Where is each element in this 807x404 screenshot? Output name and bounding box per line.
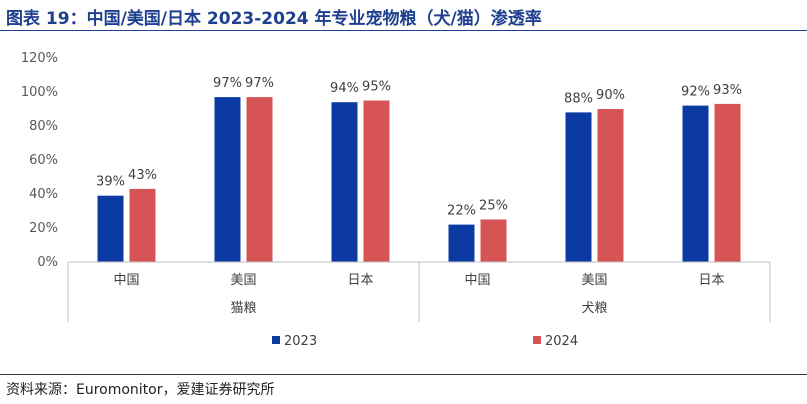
bar-2023-2	[331, 102, 358, 262]
y-tick-label: 20%	[29, 221, 58, 236]
source-note: 资料来源：Euromonitor，爱建证券研究所	[6, 382, 275, 398]
data-label: 92%	[681, 85, 710, 100]
bar-2024-1	[246, 97, 273, 262]
bar-2023-0	[97, 195, 124, 262]
bar-2024-0	[129, 188, 156, 262]
category-label: 日本	[347, 273, 373, 288]
data-label: 88%	[564, 91, 593, 106]
data-labels: 39% 97% 94% 22% 88% 92% 43% 97% 95% 25% 90% 93%	[96, 76, 742, 219]
data-label: 95%	[362, 80, 391, 95]
bar-2024-5	[714, 103, 741, 263]
category-label: 美国	[230, 273, 256, 288]
footer-divider	[0, 374, 807, 375]
data-label: 39%	[96, 175, 125, 190]
legend-swatch	[533, 336, 541, 344]
y-tick-label: 80%	[29, 119, 58, 134]
group-label: 犬粮	[581, 301, 607, 316]
y-tick-label: 60%	[29, 153, 58, 168]
data-label: 90%	[596, 88, 625, 103]
bar-2024-3	[480, 219, 507, 262]
y-tick-label: 0%	[37, 255, 58, 270]
data-label: 25%	[479, 199, 508, 214]
y-tick-label: 40%	[29, 187, 58, 202]
legend-label: 2023	[284, 334, 317, 349]
legend: 2023 2024	[272, 334, 578, 349]
y-tick-label: 120%	[21, 51, 58, 66]
category-label: 中国	[113, 273, 139, 288]
category-label: 日本	[698, 273, 724, 288]
bar-2023-3	[448, 224, 475, 262]
legend-swatch	[272, 336, 280, 344]
group-label: 猫粮	[230, 301, 256, 316]
data-label: 97%	[213, 76, 242, 91]
bar-2023-4	[565, 112, 592, 263]
title-divider	[0, 30, 807, 31]
bar-2024-4	[597, 109, 624, 262]
data-label: 43%	[128, 168, 157, 183]
chart-title: 图表 19：中国/美国/日本 2023-2024 年专业宠物粮（犬/猫）渗透率	[6, 9, 542, 29]
y-tick-label: 100%	[21, 85, 58, 100]
bar-2023-5	[682, 105, 709, 262]
legend-label: 2024	[545, 334, 578, 349]
category-label: 中国	[464, 273, 490, 288]
data-label: 94%	[330, 81, 359, 96]
y-axis: 0% 20% 40% 60% 80% 100% 120%	[21, 51, 58, 270]
bar-2024-2	[363, 100, 390, 262]
category-label: 美国	[581, 273, 607, 288]
data-label: 22%	[447, 204, 476, 219]
bar-2023-1	[214, 97, 241, 262]
data-label: 97%	[245, 76, 274, 91]
bars	[97, 97, 741, 263]
data-label: 93%	[713, 83, 742, 98]
bar-chart: 0% 20% 40% 60% 80% 100% 120% 39% 97% 94% 22% 88% 92…	[21, 51, 771, 349]
